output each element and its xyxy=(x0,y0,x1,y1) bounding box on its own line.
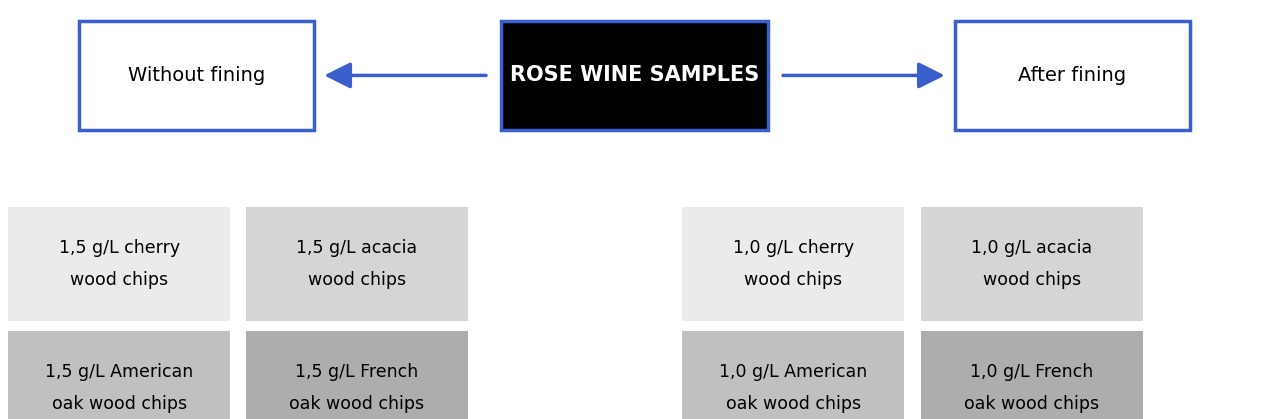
Text: 1,0 g/L cherry
wood chips: 1,0 g/L cherry wood chips xyxy=(732,239,854,289)
Text: 1,5 g/L French
oak wood chips: 1,5 g/L French oak wood chips xyxy=(289,362,424,413)
Text: After fining: After fining xyxy=(1018,66,1127,85)
FancyBboxPatch shape xyxy=(954,21,1190,130)
Text: 1,5 g/L acacia
wood chips: 1,5 g/L acacia wood chips xyxy=(296,239,418,289)
Text: Without fining: Without fining xyxy=(128,66,265,85)
FancyBboxPatch shape xyxy=(920,207,1142,321)
FancyBboxPatch shape xyxy=(683,207,904,321)
FancyBboxPatch shape xyxy=(683,331,904,419)
Text: 1,0 g/L acacia
wood chips: 1,0 g/L acacia wood chips xyxy=(971,239,1093,289)
FancyBboxPatch shape xyxy=(246,331,468,419)
Text: 1,0 g/L American
oak wood chips: 1,0 g/L American oak wood chips xyxy=(720,362,867,413)
FancyBboxPatch shape xyxy=(79,21,315,130)
FancyBboxPatch shape xyxy=(501,21,768,130)
Text: 1,0 g/L French
oak wood chips: 1,0 g/L French oak wood chips xyxy=(964,362,1099,413)
Text: 1,5 g/L cherry
wood chips: 1,5 g/L cherry wood chips xyxy=(58,239,180,289)
FancyBboxPatch shape xyxy=(9,331,231,419)
FancyBboxPatch shape xyxy=(920,331,1142,419)
FancyBboxPatch shape xyxy=(246,207,468,321)
Text: 1,5 g/L American
oak wood chips: 1,5 g/L American oak wood chips xyxy=(46,362,193,413)
FancyBboxPatch shape xyxy=(9,207,231,321)
Text: ROSE WINE SAMPLES: ROSE WINE SAMPLES xyxy=(510,65,759,85)
